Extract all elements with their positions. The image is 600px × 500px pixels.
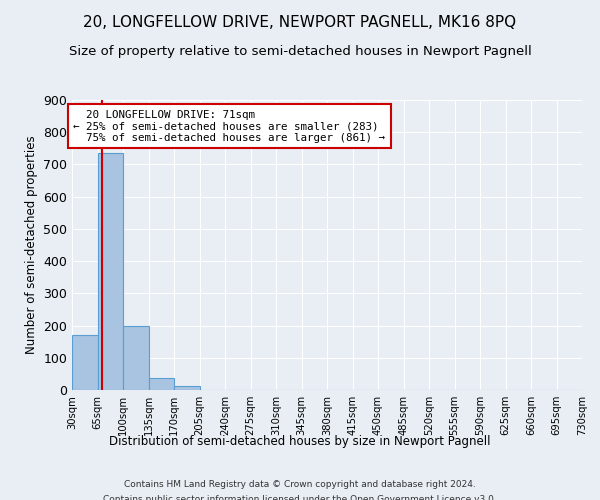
Text: 20, LONGFELLOW DRIVE, NEWPORT PAGNELL, MK16 8PQ: 20, LONGFELLOW DRIVE, NEWPORT PAGNELL, M… bbox=[83, 15, 517, 30]
Bar bbox=[123, 326, 149, 390]
Bar bbox=[97, 153, 123, 390]
Text: Distribution of semi-detached houses by size in Newport Pagnell: Distribution of semi-detached houses by … bbox=[109, 435, 491, 448]
Text: 20 LONGFELLOW DRIVE: 71sqm
← 25% of semi-detached houses are smaller (283)
  75%: 20 LONGFELLOW DRIVE: 71sqm ← 25% of semi… bbox=[73, 110, 385, 143]
Bar bbox=[149, 378, 174, 390]
Text: Size of property relative to semi-detached houses in Newport Pagnell: Size of property relative to semi-detach… bbox=[68, 45, 532, 58]
Text: Contains public sector information licensed under the Open Government Licence v3: Contains public sector information licen… bbox=[103, 495, 497, 500]
Bar bbox=[72, 335, 97, 390]
Y-axis label: Number of semi-detached properties: Number of semi-detached properties bbox=[25, 136, 38, 354]
Text: Contains HM Land Registry data © Crown copyright and database right 2024.: Contains HM Land Registry data © Crown c… bbox=[124, 480, 476, 489]
Bar bbox=[174, 386, 199, 390]
